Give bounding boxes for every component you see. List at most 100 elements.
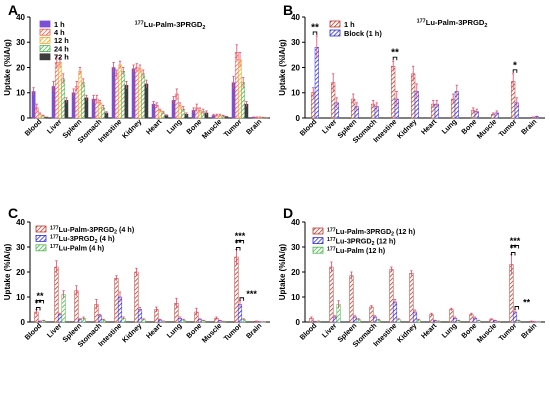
legend-swatch [313,238,323,244]
category-label: Kidney [120,117,143,140]
bar [330,267,334,322]
y-axis-label: Uptake (%IA/g) [3,243,12,300]
legend-label: 177Lu-Palm (12 h) [327,246,386,255]
category-label: Tumor [497,321,519,343]
significance-label: ** [311,22,319,33]
y-tick-label: 20 [16,63,25,72]
category-label: Lung [440,321,459,340]
legend-swatch [40,37,50,43]
bar [125,85,128,118]
bar [32,91,35,118]
y-tick-label: 30 [16,38,25,47]
category-label: Brain [519,321,538,340]
y-tick-label: 10 [291,293,300,302]
chart-title: 177Lu-Palm-3PRGD2 [417,18,488,29]
category-label: Brain [244,321,263,340]
y-tick-label: 40 [291,218,300,227]
chart-title: 177Lu-Palm-3PRGD2 [135,20,206,31]
legend-swatch [40,46,50,52]
y-tick-label: 0 [21,114,26,123]
bar [350,276,354,322]
significance-label: ** [391,48,399,59]
legend-label: Block (1 h) [344,29,382,38]
bar [62,295,66,323]
bar [242,83,245,118]
category-label: Muscle [475,117,499,141]
legend-label: 72 h [54,53,69,62]
y-tick-label: 40 [16,13,25,22]
legend-swatch [313,247,323,253]
category-label: Brain [519,117,538,136]
significance-label: * [513,60,517,71]
y-tick-label: 30 [291,38,300,47]
legend-swatch [36,235,46,241]
category-label: Blood [23,117,44,138]
bar [235,257,239,322]
legend-swatch [40,54,50,60]
y-axis-label: Uptake (%IA/g) [3,39,12,96]
y-axis-label: Uptake (%IA/g) [278,39,287,96]
bar [132,69,135,118]
legend-label: 177Lu-Palm (4 h) [50,244,105,253]
significance-label: ** [523,298,531,308]
significance-label: ** [235,238,243,248]
y-tick-label: 20 [291,268,300,277]
category-label: Muscle [200,321,224,345]
bar [370,307,374,322]
y-tick-label: 40 [291,13,300,22]
y-tick-label: 0 [296,318,301,327]
legend-swatch [40,21,50,27]
category-label: Blood [298,117,319,138]
category-label: Heart [144,117,164,137]
significance-marker: ** [311,22,319,35]
category-label: Lung [440,117,459,136]
y-tick-label: 10 [16,293,25,302]
category-label: Heart [419,117,439,137]
bar [142,74,145,118]
significance-marker: ** [35,298,43,311]
bar [118,65,121,118]
bar [115,278,119,322]
bar [450,310,454,323]
bar [145,84,148,118]
bar [112,68,115,119]
bar [55,267,59,322]
legend-swatch [330,30,340,36]
category-label: Muscle [475,321,499,345]
category-label: Kidney [120,321,143,344]
y-tick-label: 30 [16,243,25,252]
significance-marker: ** [510,243,518,256]
y-tick-label: 10 [16,89,25,98]
bar [82,83,85,118]
bar [65,100,68,118]
y-tick-label: 20 [291,63,300,72]
category-label: Blood [298,321,319,342]
legend-swatch [313,228,323,234]
category-label: Muscle [200,117,224,141]
y-tick-label: 30 [291,243,300,252]
bar [85,98,88,118]
category-label: Heart [419,321,439,341]
significance-label: *** [246,289,257,299]
significance-marker: ** [235,238,243,251]
bar [235,52,238,118]
bar [122,71,125,118]
y-tick-label: 0 [296,114,301,123]
significance-marker: ** [515,298,531,310]
significance-marker: *** [240,289,257,301]
category-label: Heart [144,321,164,341]
category-label: Tumor [497,117,519,139]
bar [78,71,81,118]
significance-label: ** [510,243,518,253]
bar [62,79,65,118]
significance-marker: ** [391,48,399,61]
bar [410,273,414,322]
category-label: Lung [165,321,184,340]
significance-marker: * [513,60,517,73]
